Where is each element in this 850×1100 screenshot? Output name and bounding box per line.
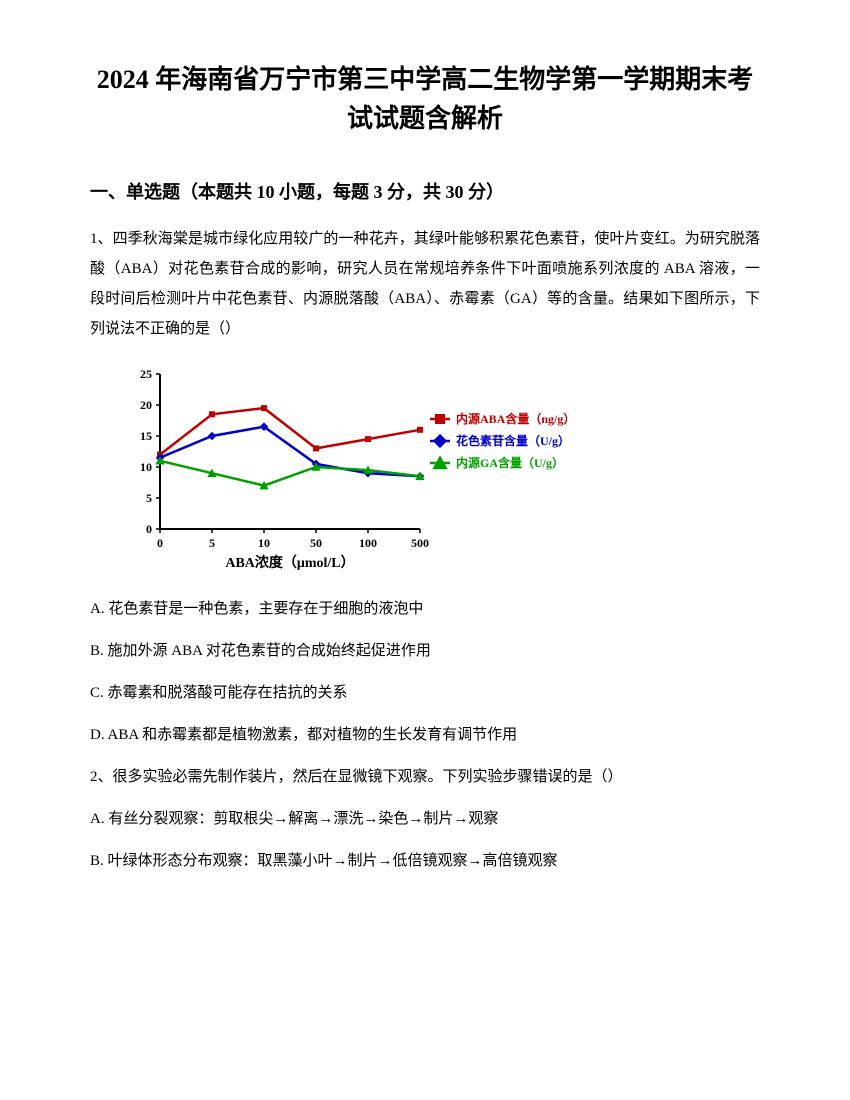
- svg-text:0: 0: [146, 522, 152, 536]
- svg-text:500: 500: [411, 536, 429, 550]
- svg-text:内源GA含量（U/g）: 内源GA含量（U/g）: [456, 455, 564, 470]
- svg-text:20: 20: [140, 398, 152, 412]
- svg-text:花色素苷含量（U/g）: 花色素苷含量（U/g）: [456, 433, 570, 448]
- section-header: 一、单选题（本题共 10 小题，每题 3 分，共 30 分）: [90, 178, 760, 204]
- chart-container: 0 5 10 15 20 25 0 5 10 50 100 500 ABA浓度（μmol/L） 内源ABA…: [120, 364, 640, 574]
- q1-option-c: C. 赤霉素和脱落酸可能存在拮抗的关系: [90, 678, 760, 708]
- svg-text:内源ABA含量（ng/g）: 内源ABA含量（ng/g）: [456, 411, 575, 426]
- line-chart: 0 5 10 15 20 25 0 5 10 50 100 500 ABA浓度（μmol/L） 内源ABA…: [120, 364, 640, 574]
- svg-text:25: 25: [140, 367, 152, 381]
- svg-text:10: 10: [258, 536, 270, 550]
- svg-text:50: 50: [310, 536, 322, 550]
- page-title: 2024 年海南省万宁市第三中学高二生物学第一学期期末考试试题含解析: [90, 60, 760, 138]
- svg-text:5: 5: [146, 491, 152, 505]
- svg-text:5: 5: [209, 536, 215, 550]
- svg-text:0: 0: [157, 536, 163, 550]
- q2-option-a: A. 有丝分裂观察：剪取根尖→解离→漂洗→染色→制片→观察: [90, 804, 760, 834]
- q1-intro: 1、四季秋海棠是城市绿化应用较广的一种花卉，其绿叶能够积累花色素苷，使叶片变红。…: [90, 224, 760, 344]
- svg-text:15: 15: [140, 429, 152, 443]
- q1-option-a: A. 花色素苷是一种色素，主要存在于细胞的液泡中: [90, 594, 760, 624]
- q2-option-b: B. 叶绿体形态分布观察：取黑藻小叶→制片→低倍镜观察→高倍镜观察: [90, 846, 760, 876]
- svg-text:10: 10: [140, 460, 152, 474]
- q2-intro: 2、很多实验必需先制作装片，然后在显微镜下观察。下列实验步骤错误的是（）: [90, 762, 760, 792]
- svg-text:100: 100: [359, 536, 377, 550]
- q1-option-d: D. ABA 和赤霉素都是植物激素，都对植物的生长发育有调节作用: [90, 720, 760, 750]
- q1-option-b: B. 施加外源 ABA 对花色素苷的合成始终起促进作用: [90, 636, 760, 666]
- svg-text:ABA浓度（μmol/L）: ABA浓度（μmol/L）: [225, 554, 354, 571]
